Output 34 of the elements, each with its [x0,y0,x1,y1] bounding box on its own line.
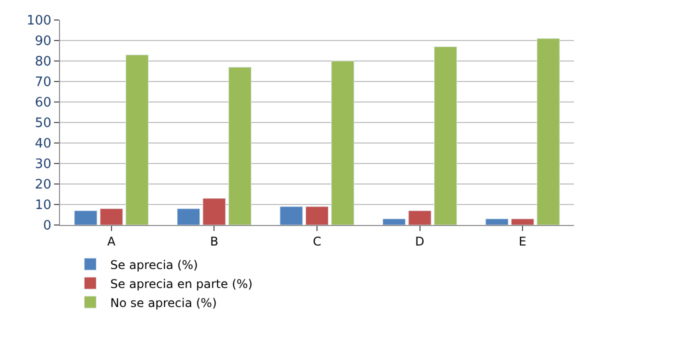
bar [74,210,98,225]
y-tick-label: 20 [34,178,52,193]
bar [305,206,329,225]
bar [331,60,354,225]
legend-label: Se aprecia (%) [110,258,198,272]
bar [485,218,508,225]
y-tick-label: 90 [34,34,52,50]
bar [434,46,458,225]
bar [100,208,123,225]
y-tick-label: 50 [34,116,52,132]
x-tick-label: C [312,234,322,248]
y-tick-label: 80 [34,54,52,70]
x-tick-label: D [415,234,424,248]
y-tick-label: 40 [34,136,52,152]
y-tick-label: 100 [26,14,52,29]
x-tick-label: E [518,234,526,248]
y-tick-label: 70 [34,75,52,90]
bar [382,218,406,225]
x-tick-label: B [210,234,218,248]
bar [228,66,252,225]
bar [202,198,226,225]
y-tick-label: 60 [34,96,52,111]
legend-label: Se aprecia en parte (%) [110,276,253,291]
bar [408,210,432,225]
bar [176,208,200,225]
bar [536,38,560,225]
y-tick-label: 30 [34,157,52,172]
y-tick-label: 10 [34,198,52,214]
bar [126,54,149,225]
y-tick-label: 0 [43,218,52,234]
legend-label: No se aprecia (%) [110,296,217,310]
bar [280,206,303,225]
bar [511,218,534,225]
x-tick-label: A [107,234,116,248]
